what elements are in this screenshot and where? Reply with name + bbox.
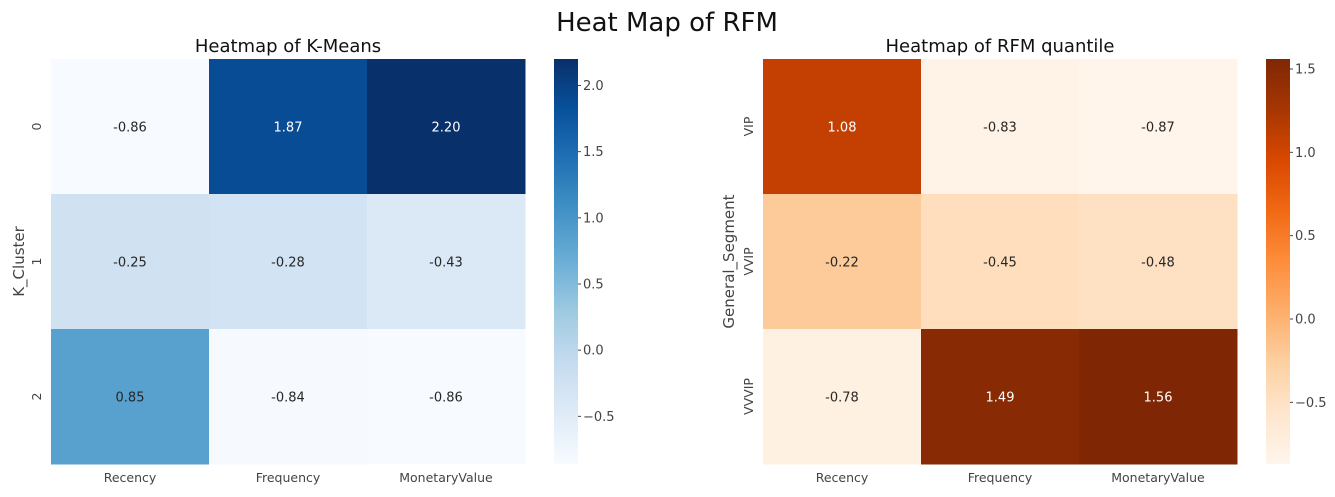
heatmap-cell bbox=[763, 59, 922, 195]
heatmap-cell bbox=[1079, 59, 1238, 195]
heatmap-cell bbox=[51, 59, 210, 195]
y-axis-label: K_Cluster bbox=[10, 225, 29, 296]
colorbar-tick-label: 0.0 bbox=[583, 344, 604, 359]
colorbar-tick-label: 1.0 bbox=[583, 211, 604, 226]
heatmap-cell bbox=[367, 59, 526, 195]
cell-value-label: -0.45 bbox=[983, 256, 1017, 271]
heatmap-cell bbox=[367, 329, 526, 465]
cell-value-label: 1.56 bbox=[1144, 391, 1173, 406]
colorbar bbox=[1266, 59, 1290, 464]
cell-value-label: -0.25 bbox=[113, 256, 147, 271]
cell-value-label: 1.49 bbox=[986, 391, 1015, 406]
y-tick-label: 0 bbox=[29, 122, 44, 130]
heatmap-cell bbox=[209, 329, 368, 465]
figure-suptitle: Heat Map of RFM bbox=[556, 8, 778, 38]
y-tick-label: 1 bbox=[29, 258, 44, 266]
x-tick-label: Frequency bbox=[968, 470, 1033, 485]
heatmap-title: Heatmap of K-Means bbox=[195, 36, 381, 57]
colorbar-tick-label: −0.5 bbox=[583, 410, 615, 425]
cell-value-label: -0.22 bbox=[825, 256, 859, 271]
heatmap-cell bbox=[51, 329, 210, 465]
cell-value-label: 0.85 bbox=[116, 391, 145, 406]
heatmap-cell bbox=[921, 194, 1080, 330]
cell-value-label: -0.86 bbox=[429, 391, 463, 406]
x-tick-label: MonetaryValue bbox=[1111, 470, 1205, 485]
y-tick-label: VIP bbox=[741, 116, 756, 136]
heatmap-cell bbox=[763, 329, 922, 465]
y-tick-label: VVIP bbox=[741, 247, 756, 276]
cell-value-label: -0.83 bbox=[983, 121, 1017, 136]
x-tick-label: MonetaryValue bbox=[399, 470, 493, 485]
cell-value-label: -0.87 bbox=[1141, 121, 1175, 136]
colorbar-tick-label: 2.0 bbox=[583, 79, 604, 94]
heatmap-cell bbox=[921, 329, 1080, 465]
x-tick-label: Recency bbox=[816, 470, 869, 485]
colorbar-tick-label: 0.5 bbox=[1295, 229, 1316, 244]
x-tick-label: Recency bbox=[104, 470, 157, 485]
heatmap-cell bbox=[51, 194, 210, 330]
heatmap-cell bbox=[1079, 329, 1238, 465]
cell-value-label: 1.08 bbox=[828, 121, 857, 136]
heatmap-title: Heatmap of RFM quantile bbox=[886, 36, 1115, 57]
cell-value-label: -0.28 bbox=[271, 256, 305, 271]
colorbar bbox=[554, 59, 578, 464]
colorbar-tick-label: 0.5 bbox=[583, 278, 604, 293]
cell-value-label: -0.78 bbox=[825, 391, 859, 406]
y-tick-label: 2 bbox=[29, 393, 44, 401]
y-axis-label: General_Segment bbox=[720, 194, 739, 328]
colorbar-tick-label: 1.5 bbox=[583, 145, 604, 160]
heatmap-cell bbox=[921, 59, 1080, 195]
cell-value-label: 1.87 bbox=[274, 121, 303, 136]
heatmap-cell bbox=[763, 194, 922, 330]
heatmap-cell bbox=[209, 194, 368, 330]
heatmap-panel-1: Heatmap of K-Means -0.86 1.87 2.20 -0.25 -0.2… bbox=[10, 36, 615, 485]
y-tick-label: VVVIP bbox=[741, 378, 756, 415]
cell-value-label: -0.48 bbox=[1141, 256, 1175, 271]
colorbar-tick-label: 1.0 bbox=[1295, 146, 1316, 161]
heatmap-cell bbox=[1079, 194, 1238, 330]
heatmap-cell bbox=[367, 194, 526, 330]
colorbar-tick-label: −0.5 bbox=[1295, 396, 1327, 411]
heatmap-panel-2: Heatmap of RFM quantile 1.08 -0.83 -0.87 -0.… bbox=[720, 36, 1327, 485]
cell-value-label: -0.43 bbox=[429, 256, 463, 271]
cell-value-label: 2.20 bbox=[432, 121, 461, 136]
x-tick-label: Frequency bbox=[256, 470, 321, 485]
colorbar-tick-label: 1.5 bbox=[1295, 63, 1316, 78]
heatmap-cell bbox=[209, 59, 368, 195]
cell-value-label: -0.86 bbox=[113, 121, 147, 136]
colorbar-tick-label: 0.0 bbox=[1295, 313, 1316, 328]
cell-value-label: -0.84 bbox=[271, 391, 305, 406]
